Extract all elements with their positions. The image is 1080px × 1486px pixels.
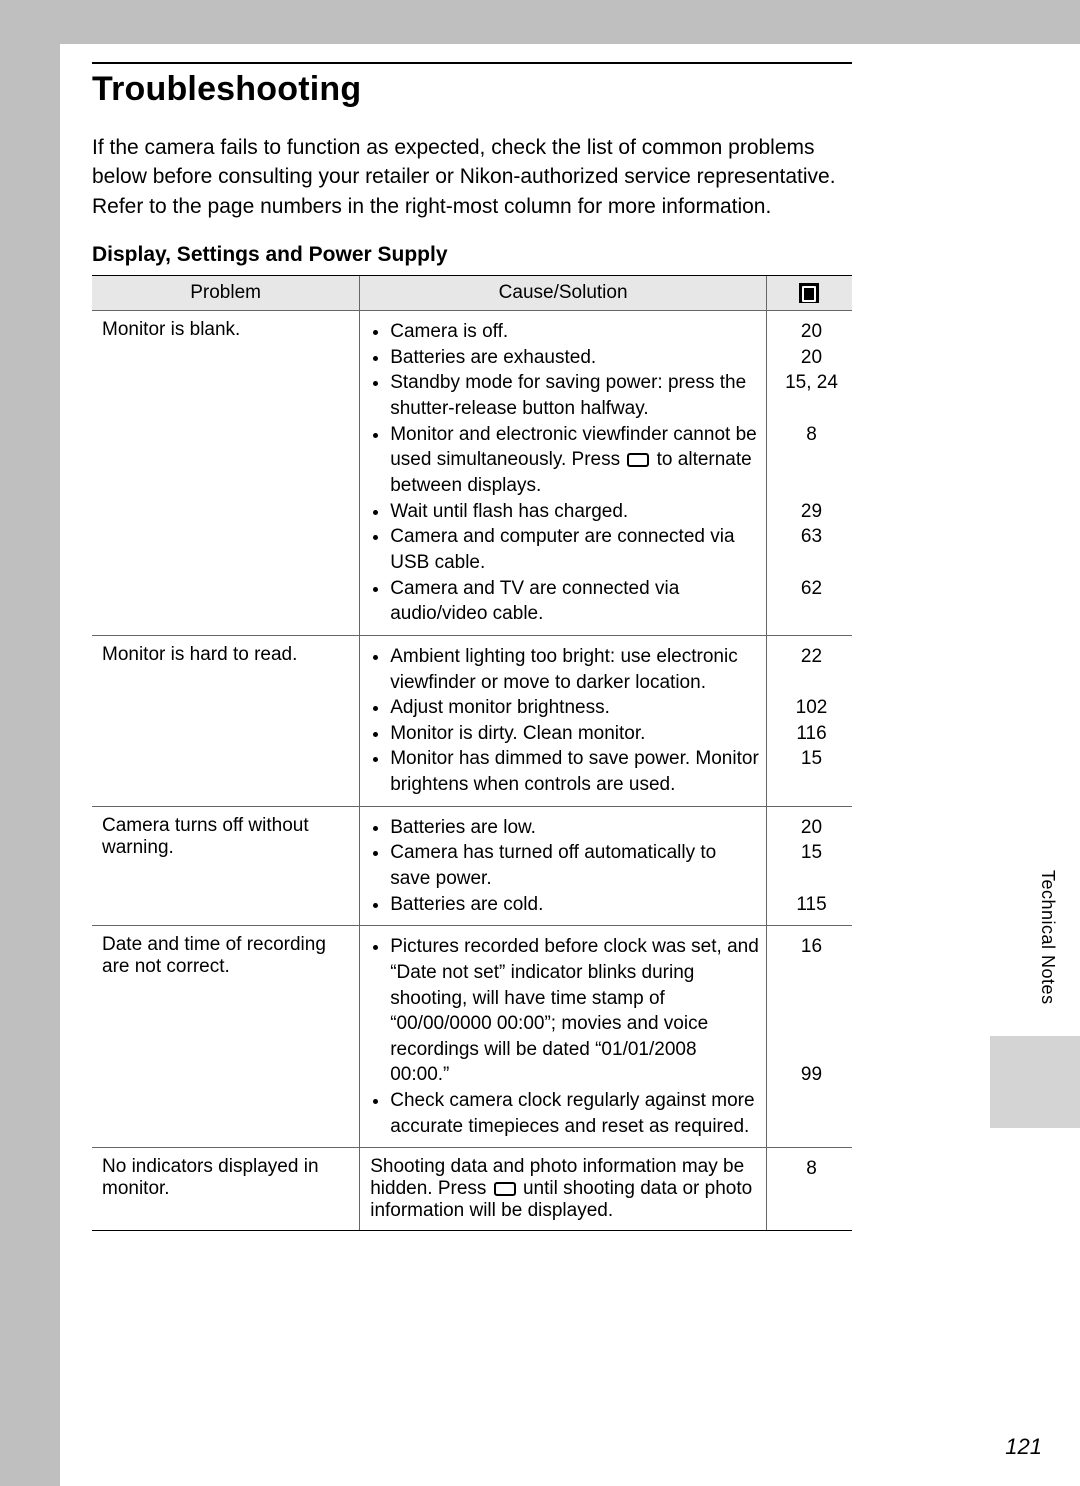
intro-text: If the camera fails to function as expec…	[92, 133, 852, 221]
page-ref: 20	[777, 815, 846, 841]
table-row: Monitor is hard to read. Ambient lighting…	[92, 635, 852, 806]
problem-cell: Camera turns off without warning.	[92, 806, 360, 926]
page-ref: 15	[777, 840, 846, 866]
page-ref: 20	[777, 319, 846, 345]
cause-cell: Pictures recorded before clock was set, …	[360, 926, 767, 1148]
page-title: Troubleshooting	[92, 70, 852, 109]
table-row: Monitor is blank.Camera is off.Batteries…	[92, 311, 852, 636]
cause-cell: Camera is off.Batteries are exhausted.St…	[360, 311, 767, 636]
page-ref-cell: 2015 115	[766, 806, 852, 926]
cause-cell: Ambient lighting too bright: use electro…	[360, 635, 767, 806]
cause-item: Monitor and electronic viewfinder cannot…	[390, 422, 760, 499]
page-ref: 102	[777, 695, 846, 721]
problem-cell: No indicators displayed in monitor.	[92, 1148, 360, 1231]
page-ref: 15	[777, 746, 846, 772]
page-ref: 115	[777, 892, 846, 918]
col-cause: Cause/Solution	[360, 276, 767, 311]
cause-item: Camera and computer are connected via US…	[390, 524, 760, 575]
cause-item: Pictures recorded before clock was set, …	[390, 934, 760, 1088]
cause-item: Batteries are cold.	[390, 892, 760, 918]
col-page-icon	[766, 276, 852, 311]
page-ref-cell: 22 10211615	[766, 635, 852, 806]
page-ref-cell: 8	[766, 1148, 852, 1231]
page-ref: 16	[777, 934, 846, 960]
page-ref: 29	[777, 499, 846, 525]
col-problem: Problem	[92, 276, 360, 311]
cause-item: Monitor is dirty. Clean monitor.	[390, 721, 760, 747]
page-ref: 116	[777, 721, 846, 747]
cause-cell: Shooting data and photo information may …	[360, 1148, 767, 1231]
thumb-tab	[990, 1036, 1080, 1128]
cause-item: Ambient lighting too bright: use electro…	[390, 644, 760, 695]
page-ref: 15, 24	[777, 370, 846, 396]
table-row: No indicators displayed in monitor.Shoot…	[92, 1148, 852, 1231]
section-heading: Display, Settings and Power Supply	[92, 243, 852, 267]
table-row: Camera turns off without warning.Batteri…	[92, 806, 852, 926]
problem-cell: Date and time of recording are not corre…	[92, 926, 360, 1148]
top-rule	[92, 62, 852, 64]
cause-item: Camera is off.	[390, 319, 760, 345]
troubleshooting-table: Problem Cause/Solution Monitor is blank.…	[92, 275, 852, 1231]
cause-item: Wait until flash has charged.	[390, 499, 760, 525]
page-ref: 20	[777, 345, 846, 371]
cause-list: Batteries are low.Camera has turned off …	[370, 815, 760, 918]
cause-item: Batteries are exhausted.	[390, 345, 760, 371]
page-ref: 8	[777, 1156, 846, 1182]
page-ref: 62	[777, 576, 846, 602]
cause-list: Ambient lighting too bright: use electro…	[370, 644, 760, 798]
cause-cell: Batteries are low.Camera has turned off …	[360, 806, 767, 926]
cause-item: Camera has turned off automatically to s…	[390, 840, 760, 891]
page-ref: 8	[777, 422, 846, 448]
cause-list: Pictures recorded before clock was set, …	[370, 934, 760, 1139]
cause-item: Check camera clock regularly against mor…	[390, 1088, 760, 1139]
page-number: 121	[1005, 1434, 1042, 1460]
page-ref: 99	[777, 1062, 846, 1088]
cause-item: Standby mode for saving power: press the…	[390, 370, 760, 421]
page-ref-icon	[799, 283, 819, 303]
cause-item: Camera and TV are connected via audio/vi…	[390, 576, 760, 627]
cause-item: Monitor has dimmed to save power. Monito…	[390, 746, 760, 797]
page-ref-cell: 16 99	[766, 926, 852, 1148]
problem-cell: Monitor is blank.	[92, 311, 360, 636]
side-label: Technical Notes	[1037, 870, 1058, 1005]
cause-list: Camera is off.Batteries are exhausted.St…	[370, 319, 760, 627]
cause-item: Batteries are low.	[390, 815, 760, 841]
display-icon	[494, 1182, 516, 1196]
page-content: Troubleshooting If the camera fails to f…	[60, 44, 880, 1261]
cause-item: Adjust monitor brightness.	[390, 695, 760, 721]
page-ref: 22	[777, 644, 846, 670]
page-ref-cell: 202015, 24 8 2963 62	[766, 311, 852, 636]
table-row: Date and time of recording are not corre…	[92, 926, 852, 1148]
display-icon	[627, 453, 649, 467]
page-ref: 63	[777, 524, 846, 550]
problem-cell: Monitor is hard to read.	[92, 635, 360, 806]
